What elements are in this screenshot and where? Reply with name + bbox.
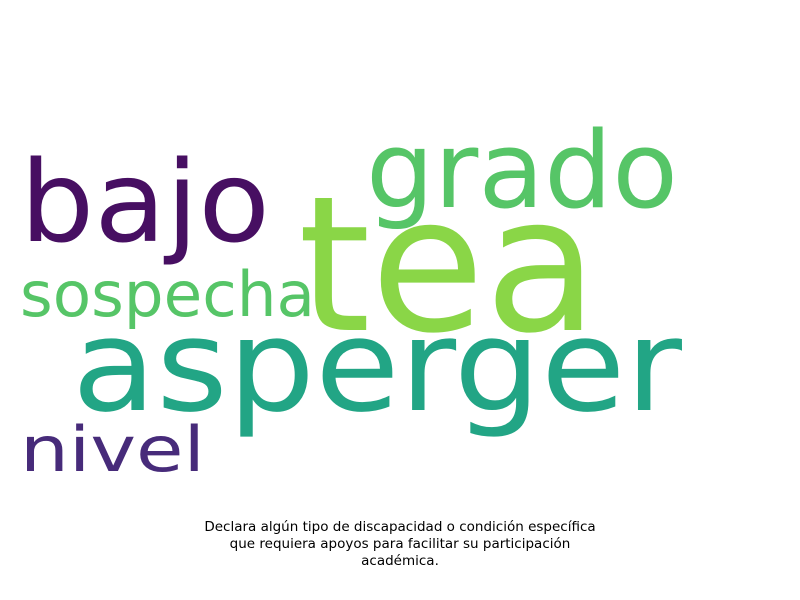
caption-line-2: que requiera apoyos para facilitar su pa…: [229, 536, 571, 552]
word-grado: grado: [366, 109, 678, 232]
word-nivel: nivel: [20, 413, 205, 486]
caption-line-3: académica.: [361, 553, 439, 569]
caption: Declara algún tipo de discapacidad o con…: [150, 519, 650, 570]
word-asperger: asperger: [72, 292, 682, 441]
word-sospecha: sospecha: [20, 258, 315, 331]
word-bajo: bajo: [20, 138, 270, 268]
caption-line-1: Declara algún tipo de discapacidad o con…: [204, 519, 596, 535]
word-tea: tea: [298, 156, 598, 375]
